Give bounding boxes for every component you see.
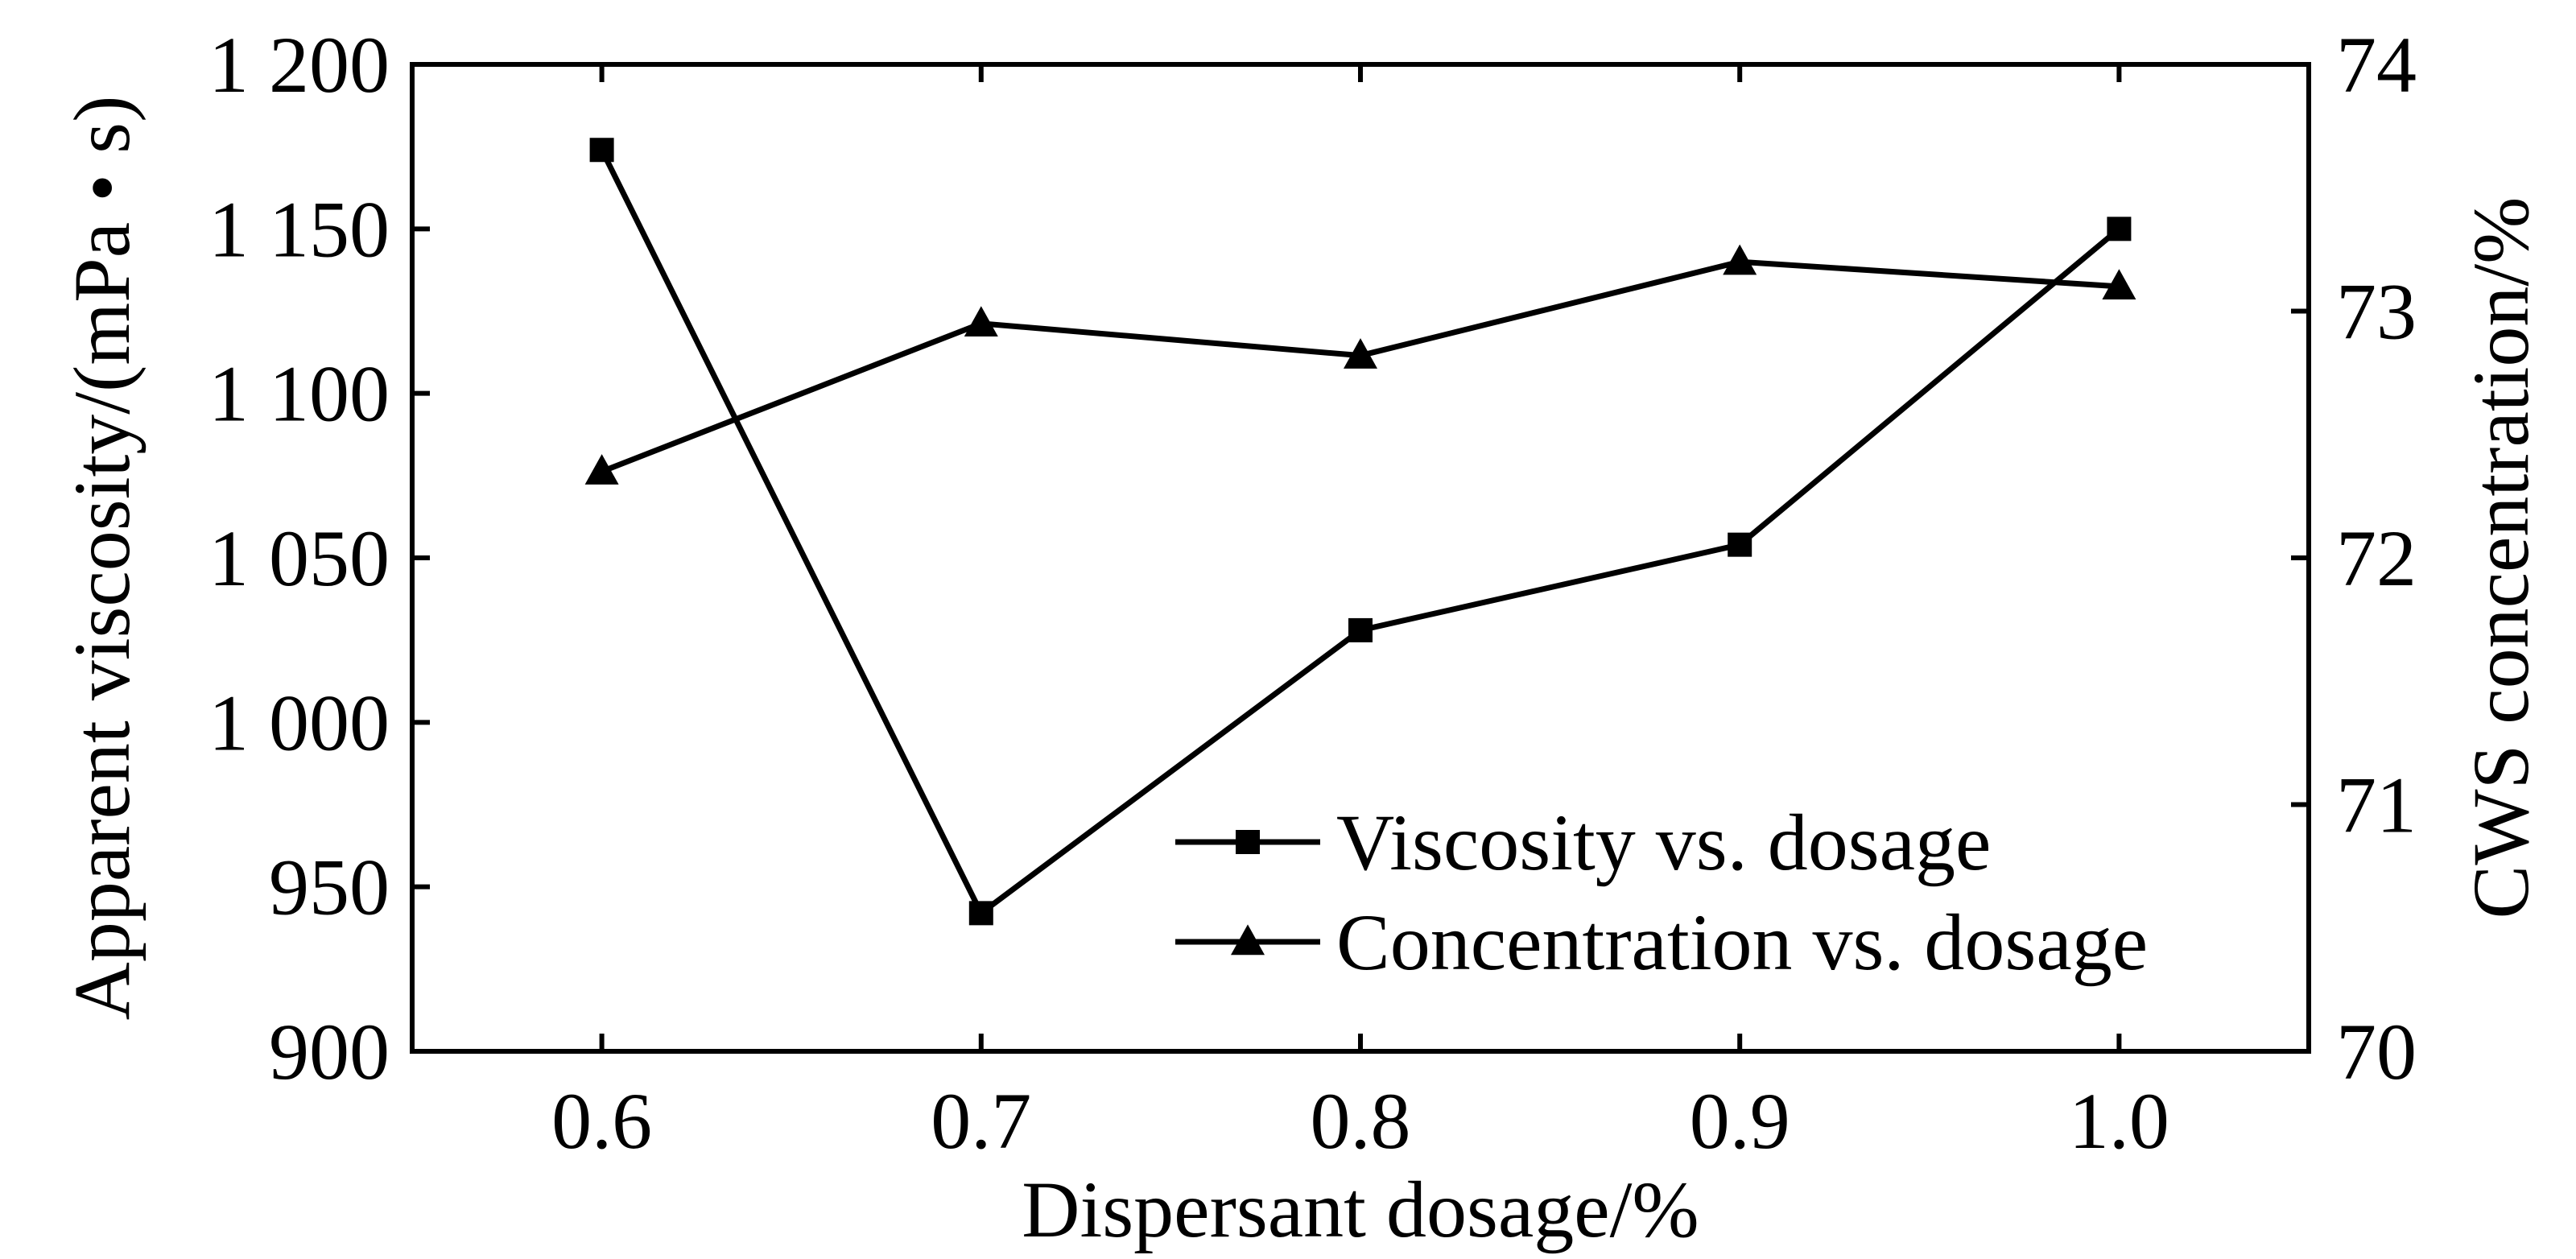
y-right-tick-label: 70 — [2336, 1007, 2417, 1096]
square-marker — [2107, 217, 2132, 241]
axis-ticks — [412, 62, 2309, 1054]
x-tick-label: 1.0 — [2069, 1076, 2169, 1166]
y-left-axis-title: Apparent viscosity/(mPa • s) — [57, 96, 147, 1021]
y-left-tick-label: 1 050 — [208, 514, 390, 603]
tick-labels: 900 950 1 000 1 050 1 100 1 150 1 200 70 71 72 73 7… — [208, 20, 2417, 1166]
square-marker — [968, 901, 993, 926]
legend: Viscosity vs. dosage Concentration vs. do… — [1175, 798, 2148, 987]
square-marker — [1348, 617, 1373, 642]
square-marker — [589, 138, 614, 163]
x-axis-title: Dispersant dosage/% — [1022, 1165, 1699, 1254]
triangle-marker — [964, 306, 998, 337]
square-marker — [1728, 532, 1752, 557]
y-right-tick-label: 74 — [2336, 20, 2417, 109]
series-1 — [589, 138, 2132, 926]
legend-marker — [1231, 924, 1265, 956]
x-tick-label: 0.8 — [1311, 1076, 1411, 1166]
y-left-tick-label: 900 — [269, 1007, 390, 1096]
triangle-marker — [2102, 269, 2136, 300]
x-tick-label: 0.6 — [551, 1076, 652, 1166]
x-tick-label: 0.7 — [931, 1076, 1031, 1166]
y-right-axis-title: CWS concentration/% — [2456, 197, 2545, 919]
y-right-tick-label: 73 — [2336, 267, 2417, 357]
y-right-tick-label: 71 — [2336, 761, 2417, 850]
series-2 — [584, 244, 2136, 485]
legend-label: Concentration vs. dosage — [1336, 898, 2148, 987]
y-left-tick-label: 950 — [269, 843, 390, 932]
data-series — [584, 138, 2136, 926]
legend-item: Concentration vs. dosage — [1175, 898, 2148, 987]
y-left-tick-label: 1 000 — [208, 678, 390, 767]
y-left-tick-label: 1 200 — [208, 20, 390, 109]
y-left-tick-label: 1 150 — [208, 184, 390, 274]
triangle-marker — [1723, 244, 1757, 275]
y-right-tick-label: 72 — [2336, 514, 2417, 603]
triangle-marker — [1344, 338, 1377, 369]
legend-item: Viscosity vs. dosage — [1175, 798, 1991, 887]
legend-label: Viscosity vs. dosage — [1336, 798, 1991, 887]
triangle-marker — [584, 454, 619, 485]
y-left-tick-label: 1 100 — [208, 349, 390, 439]
legend-marker — [1236, 830, 1260, 854]
x-tick-label: 0.9 — [1690, 1076, 1790, 1166]
